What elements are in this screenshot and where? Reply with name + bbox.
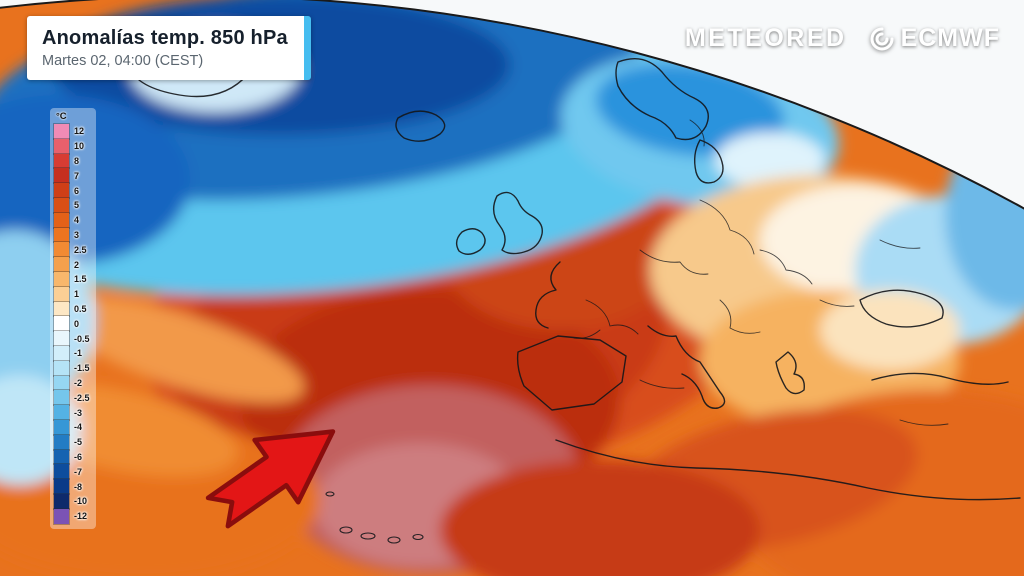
legend-swatch — [53, 463, 70, 481]
ecmwf-label: ECMWF — [900, 24, 1000, 52]
title-box: Anomalías temp. 850 hPa Martes 02, 04:00… — [27, 16, 311, 80]
legend-swatch — [53, 211, 70, 229]
legend-label: 6 — [74, 185, 80, 196]
legend-swatch — [53, 241, 70, 259]
timestamp: Martes 02, 04:00 (CEST) — [42, 53, 204, 69]
legend-label: -10 — [74, 496, 88, 507]
legend-stop: 0 — [53, 315, 90, 333]
legend-stop: -6 — [53, 448, 90, 466]
legend-swatch — [53, 448, 70, 466]
islands — [325, 491, 424, 544]
legend-stop: -1.5 — [53, 359, 90, 377]
legend-swatch — [53, 123, 70, 140]
legend-swatch — [53, 226, 70, 244]
legend-swatch — [53, 256, 70, 273]
legend-label: -5 — [74, 437, 83, 448]
legend-swatch — [53, 374, 70, 392]
legend-unit: °C — [56, 111, 67, 122]
legend-stop: -3 — [53, 404, 90, 421]
legend-stop: 2.5 — [53, 241, 90, 259]
legend-label: -6 — [74, 451, 83, 462]
legend-swatch — [53, 418, 70, 436]
legend-label: -2.5 — [74, 392, 90, 403]
legend-label: 5 — [74, 200, 80, 211]
legend-swatch — [53, 285, 70, 303]
legend-stop: -1 — [53, 344, 90, 362]
legend-label: 2 — [74, 259, 80, 270]
legend-stop: 10 — [53, 137, 90, 155]
legend-swatch — [53, 389, 70, 407]
legend-stop: 5 — [53, 196, 90, 214]
legend-label: 1 — [74, 289, 80, 300]
legend-label: 4 — [74, 215, 80, 226]
legend-label: -7 — [74, 466, 83, 477]
legend-label: 8 — [74, 155, 80, 166]
legend-swatch — [53, 330, 70, 347]
legend-label: -12 — [74, 511, 88, 522]
cyclone-icon — [870, 27, 894, 50]
legend-swatch — [53, 404, 70, 421]
legend-swatch — [53, 137, 70, 155]
legend-label: -2 — [74, 377, 83, 388]
legend-stop: 2 — [53, 256, 90, 273]
legend-label: 12 — [74, 126, 85, 137]
legend-scale: 12 10 8 7 6 5 4 3 2.5 2 1.5 1 0.5 0 -0.5 -1 -1.5 -2 -2.5 -3… — [53, 123, 90, 525]
legend-stop: -2.5 — [53, 389, 90, 407]
legend-label: -4 — [74, 422, 83, 433]
legend-swatch — [53, 433, 70, 451]
legend-swatch — [53, 315, 70, 333]
legend-swatch — [53, 507, 70, 525]
ecmwf-logo: ECMWF — [869, 24, 1000, 53]
legend-label: -0.5 — [74, 333, 90, 344]
meteored-logo: METEORED — [684, 24, 847, 52]
legend-label: 0 — [74, 318, 80, 329]
legend-stop: -4 — [53, 418, 90, 436]
legend-stop: -5 — [53, 433, 90, 451]
legend-label: 2.5 — [74, 244, 87, 255]
legend-swatch — [53, 167, 70, 185]
branding: METEORED ECMWF — [685, 24, 1000, 53]
legend-stop: 6 — [53, 182, 90, 199]
legend-stop: -0.5 — [53, 330, 90, 347]
legend-stop: 7 — [53, 167, 90, 185]
legend-stop: 0.5 — [53, 300, 90, 318]
legend-swatch — [53, 478, 70, 495]
color-scale-legend: °C 12 10 8 7 6 5 4 3 2.5 2 1.5 1 0.5 0 -0.5 -1 -1.5 -2 -2.… — [50, 108, 96, 529]
legend-swatch — [53, 300, 70, 318]
legend-stop: -10 — [53, 492, 90, 510]
country-borders — [573, 119, 949, 426]
legend-label: 3 — [74, 229, 80, 240]
legend-stop: 1.5 — [53, 270, 90, 288]
page-title: Anomalías temp. 850 hPa — [42, 27, 288, 49]
legend-stop: 4 — [53, 211, 90, 229]
legend-swatch — [53, 492, 70, 510]
legend-label: 10 — [74, 141, 85, 152]
legend-stop: -8 — [53, 478, 90, 495]
legend-stop: 12 — [53, 123, 90, 140]
legend-label: 0.5 — [74, 303, 87, 314]
legend-stop: -12 — [53, 507, 90, 525]
legend-label: -8 — [74, 481, 83, 492]
legend-swatch — [53, 359, 70, 377]
legend-label: 7 — [74, 170, 80, 181]
legend-label: -1.5 — [74, 363, 90, 374]
legend-label: -1 — [74, 348, 83, 359]
legend-stop: 3 — [53, 226, 90, 244]
legend-stop: 1 — [53, 285, 90, 303]
legend-swatch — [53, 344, 70, 362]
legend-label: 1.5 — [74, 274, 87, 285]
legend-stop: -7 — [53, 463, 90, 481]
legend-stop: -2 — [53, 374, 90, 392]
legend-label: -3 — [74, 407, 83, 418]
legend-swatch — [53, 270, 70, 288]
highlight-arrow-icon — [205, 429, 336, 529]
legend-swatch — [53, 182, 70, 199]
legend-swatch — [53, 196, 70, 214]
legend-stop: 8 — [53, 152, 90, 170]
legend-swatch — [53, 152, 70, 170]
